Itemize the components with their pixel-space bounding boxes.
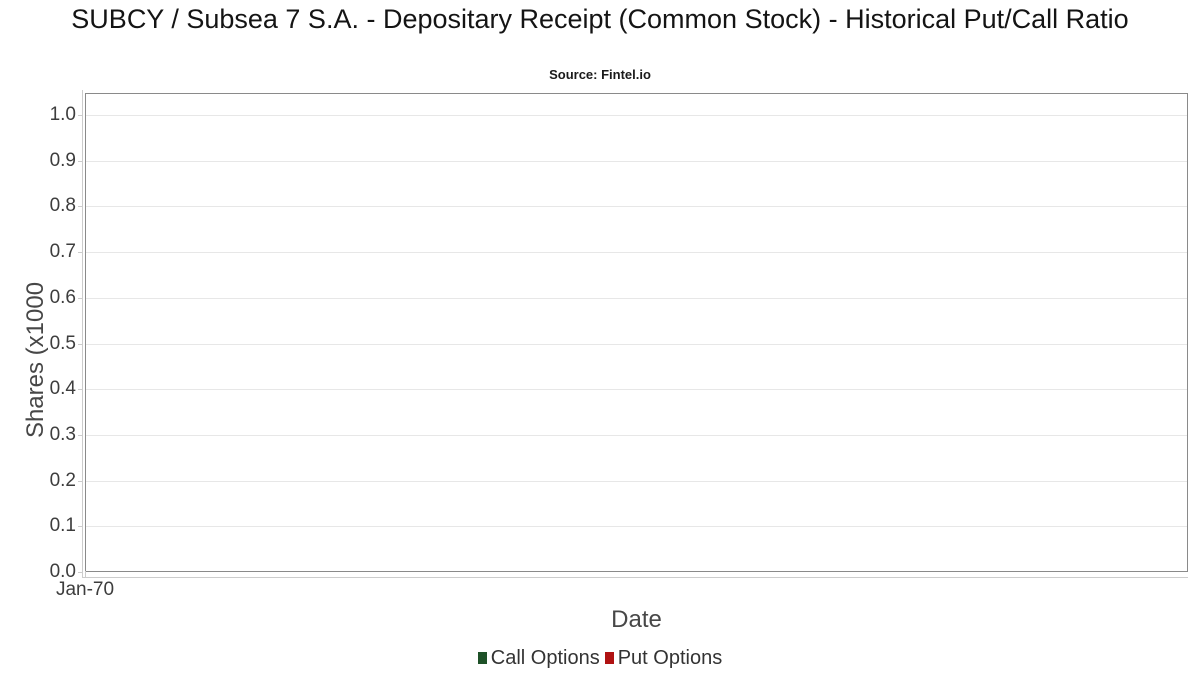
y-tick-mark <box>78 343 82 345</box>
y-tick-mark <box>78 389 82 391</box>
y-tick-label: 0.9 <box>49 149 76 171</box>
y-tick-label: 0.6 <box>49 286 76 308</box>
gridline <box>86 434 1187 436</box>
y-tick-mark <box>78 160 82 162</box>
chart-title: SUBCY / Subsea 7 S.A. - Depositary Recei… <box>71 4 1129 34</box>
chart-source-subtitle: Source: Fintel.io <box>549 67 651 82</box>
legend-swatch-icon <box>604 652 614 664</box>
y-tick-mark <box>78 115 82 116</box>
y-axis: 1.0 0.9 0.8 0.7 0.6 0.5 0.4 0.3 0.2 0.1 0.0 <box>0 90 85 582</box>
gridline <box>86 160 1187 162</box>
y-tick-mark <box>78 297 82 299</box>
y-tick-label: 0.8 <box>49 195 76 217</box>
legend-item[interactable]: Put Options <box>604 646 723 670</box>
gridline <box>86 343 1187 345</box>
gridline <box>86 252 1187 254</box>
x-axis-label: Date <box>611 606 662 633</box>
x-axis: Jan-70 <box>0 571 1200 611</box>
y-tick-label: 0.0 <box>49 561 76 582</box>
y-tick-label: 0.1 <box>49 515 76 537</box>
x-axis-line <box>82 577 1188 578</box>
y-axis-line <box>82 90 83 577</box>
plot-area <box>85 93 1188 572</box>
gridline <box>86 297 1187 299</box>
legend-label: Put Options <box>617 647 723 669</box>
y-tick-label: 0.5 <box>49 332 76 354</box>
y-tick-label: 0.4 <box>49 378 76 400</box>
gridline <box>86 115 1187 116</box>
y-tick-mark <box>78 434 82 436</box>
y-tick-mark <box>78 480 82 482</box>
y-tick-mark <box>78 206 82 208</box>
y-tick-mark <box>78 526 82 528</box>
y-tick-mark <box>78 252 82 254</box>
y-tick-label: 0.3 <box>49 423 76 445</box>
y-tick-label: 0.2 <box>49 469 76 491</box>
legend-item[interactable]: Call Options <box>477 646 600 670</box>
legend-swatch-icon <box>477 652 487 664</box>
y-tick-label: 1.0 <box>49 104 76 125</box>
gridline <box>86 480 1187 482</box>
legend: Call Options Put Options <box>0 646 1200 670</box>
x-tick-label: Jan-70 <box>55 579 115 600</box>
gridline <box>86 526 1187 528</box>
y-tick-label: 0.7 <box>49 241 76 263</box>
x-tick-mark <box>85 571 86 577</box>
gridline <box>86 206 1187 208</box>
legend-label: Call Options <box>490 647 600 669</box>
y-tick-mark <box>78 572 82 573</box>
gridline <box>86 389 1187 391</box>
